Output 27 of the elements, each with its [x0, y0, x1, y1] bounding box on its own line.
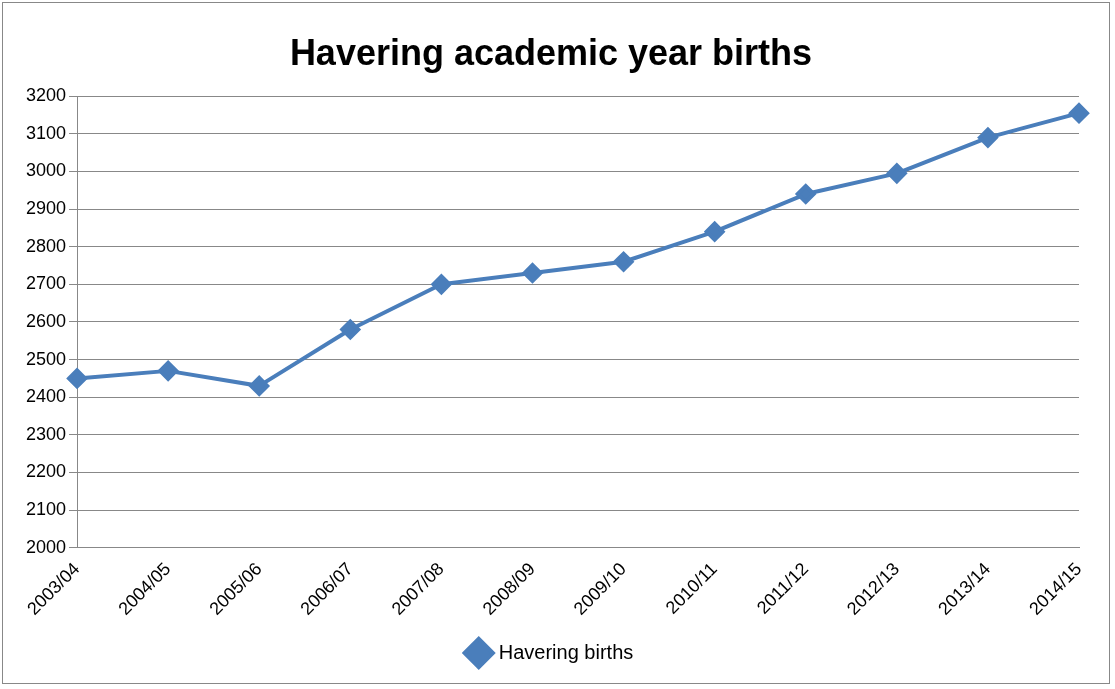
- y-tick-label: 2500: [26, 348, 67, 369]
- point: [886, 163, 907, 184]
- y-tick-label: 2800: [26, 235, 67, 256]
- y-tick-label: 2300: [26, 423, 67, 444]
- y-tick-label: 3000: [26, 160, 67, 181]
- point: [340, 319, 361, 340]
- point: [613, 251, 634, 272]
- point: [704, 221, 725, 242]
- chart-title: Havering academic year births: [289, 31, 813, 73]
- point: [249, 375, 270, 396]
- y-tick-label: 2400: [26, 386, 67, 407]
- legend-label: Havering births: [498, 640, 634, 663]
- y-tick-label: 2000: [26, 536, 67, 557]
- point: [522, 263, 543, 284]
- point: [431, 274, 452, 295]
- y-tick-label: 3100: [26, 122, 67, 143]
- y-tick-label: 2700: [26, 273, 67, 294]
- point: [67, 368, 88, 389]
- y-tick-label: 2900: [26, 198, 67, 219]
- point: [158, 360, 179, 381]
- y-tick-label: 2200: [26, 461, 67, 482]
- point: [1069, 103, 1089, 124]
- point: [977, 127, 998, 148]
- y-tick-label: 2100: [26, 499, 67, 520]
- y-tick-label: 2600: [26, 310, 67, 331]
- y-tick-label: 3200: [26, 85, 67, 106]
- point: [795, 184, 816, 205]
